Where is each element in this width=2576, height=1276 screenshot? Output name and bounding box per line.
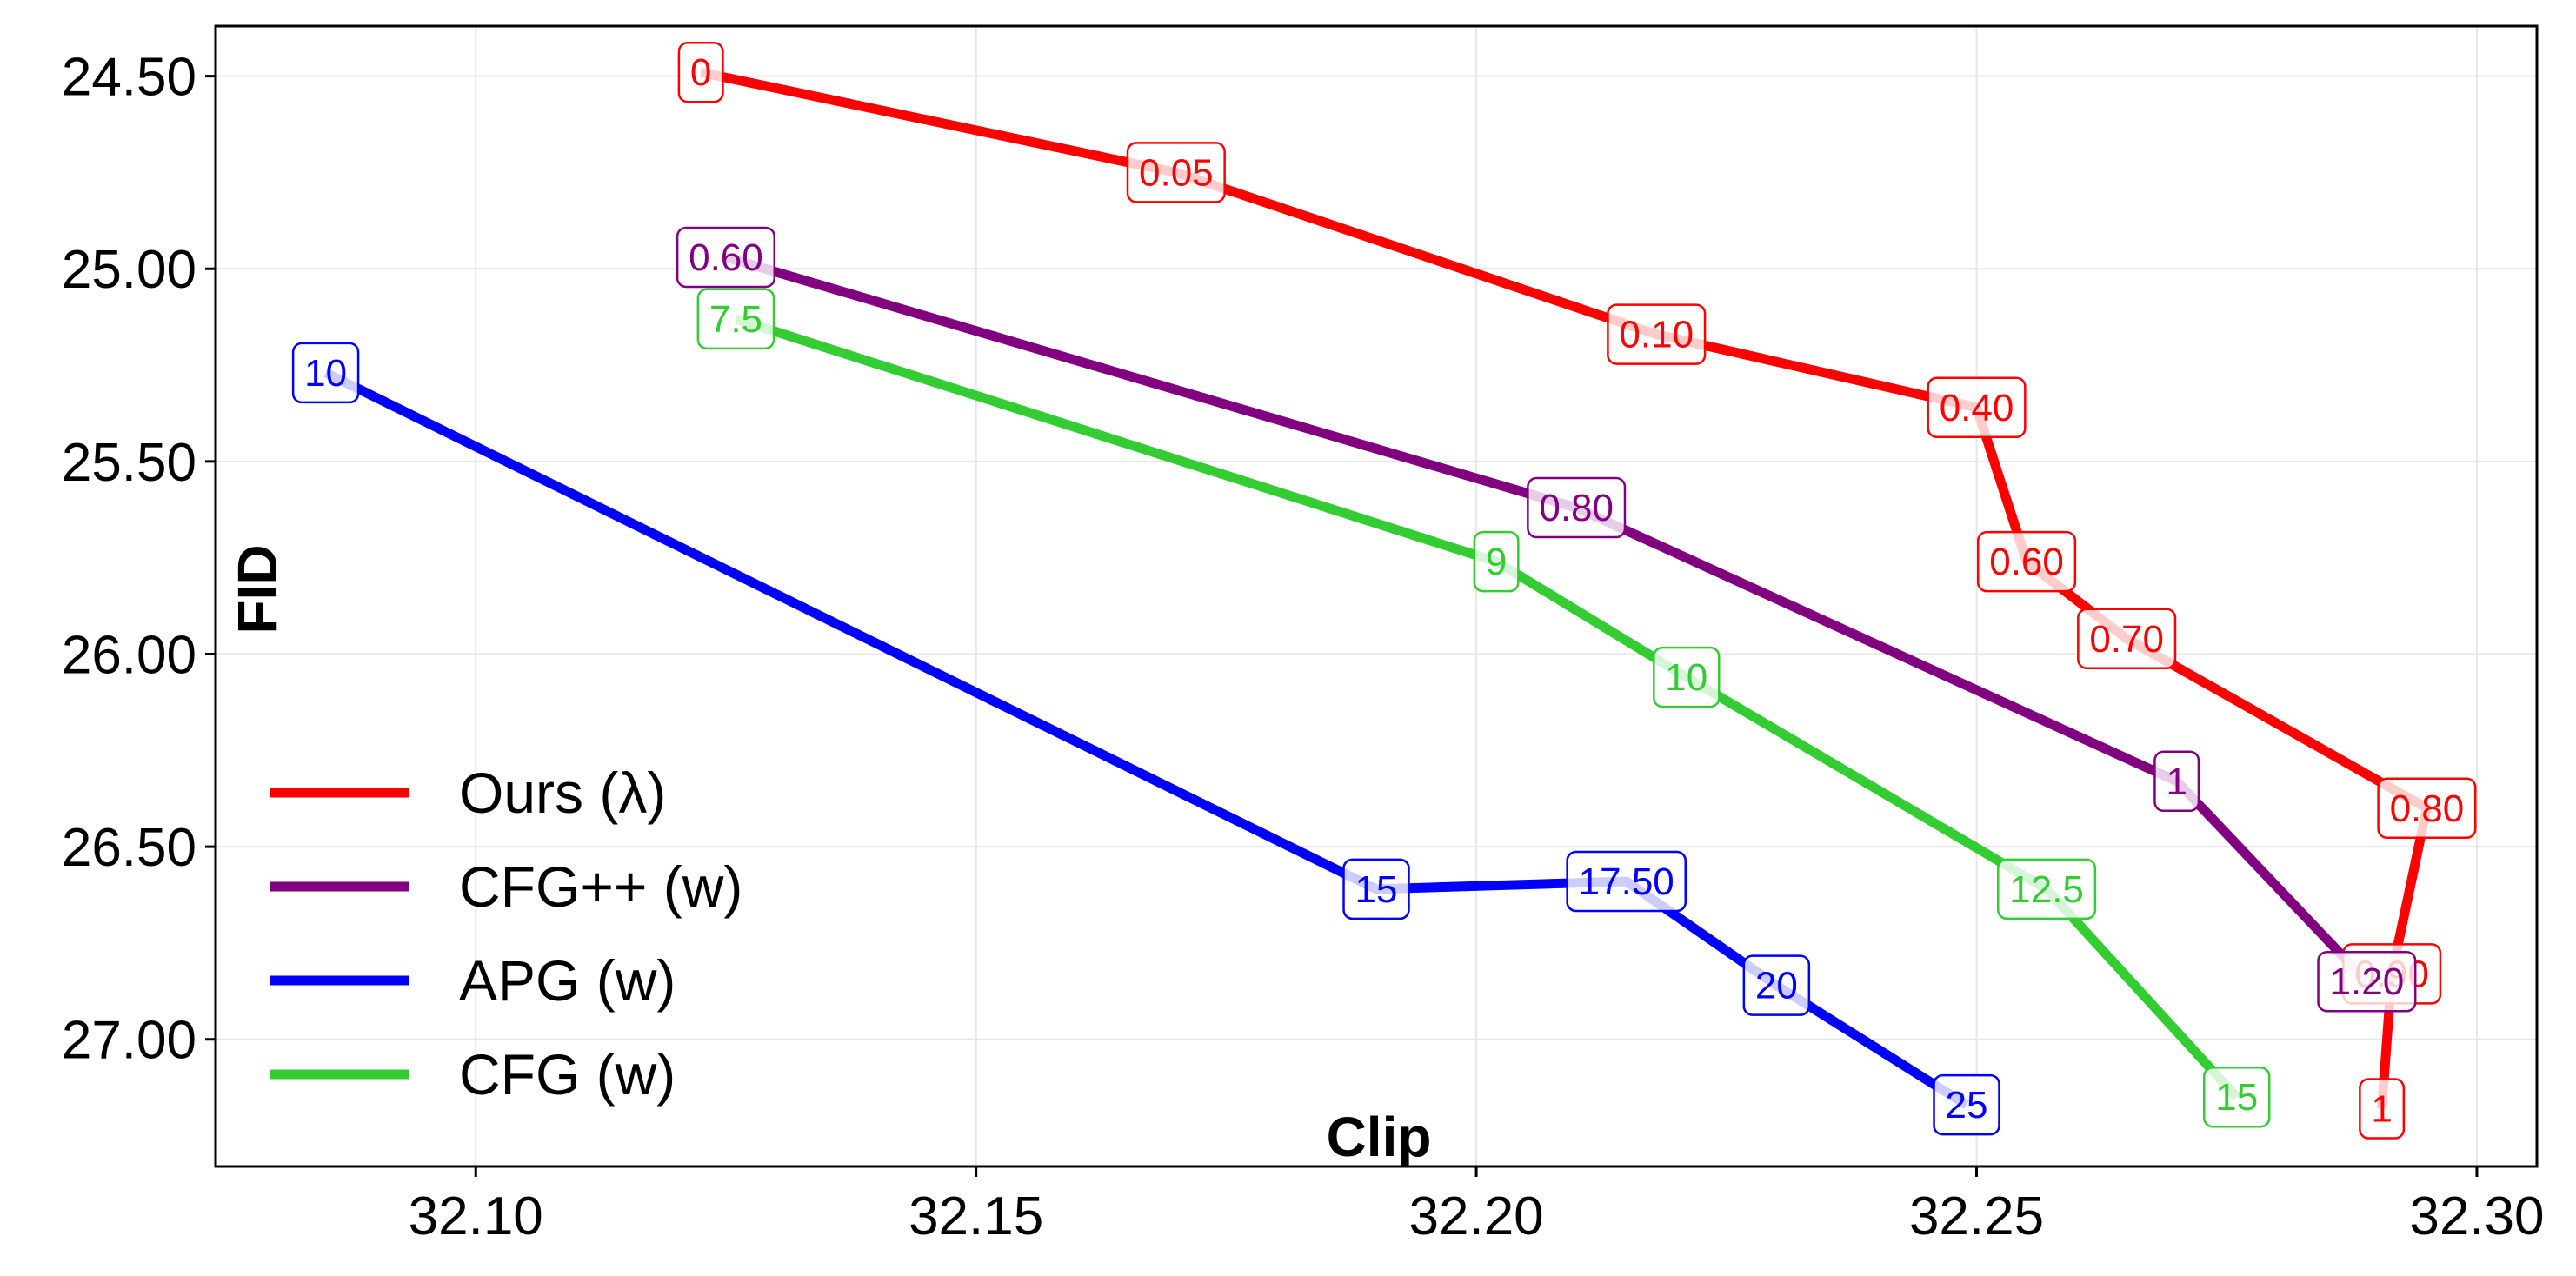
point-label: 0 <box>677 41 724 103</box>
point-label-box <box>291 342 360 404</box>
legend: Ours (λ) CFG++ (w) APG (w) CFG (w) <box>270 761 742 1107</box>
legend-item: CFG++ (w) <box>270 854 742 919</box>
point-label-box <box>1997 858 2097 920</box>
x-tick-label: 32.20 <box>1409 1186 1544 1246</box>
point-label: 9 <box>1473 530 1520 593</box>
point-label: 17.50 <box>1566 850 1687 913</box>
y-tick-label: 24.50 <box>62 48 196 108</box>
y-tick-label: 25.00 <box>62 240 196 300</box>
y-tick-label: 27.00 <box>62 1011 196 1071</box>
point-label: 0.40 <box>1927 376 2027 439</box>
point-label: 1 <box>2359 1078 2406 1140</box>
point-label-box <box>2377 777 2477 840</box>
point-label-text: 15 <box>2215 1076 2258 1119</box>
y-tick-label: 26.50 <box>62 818 196 878</box>
point-label-box <box>1527 476 1627 539</box>
legend-label: CFG (w) <box>459 1042 676 1107</box>
point-label-text: 0.60 <box>1989 541 2064 583</box>
axis-ticks: 32.10 32.15 32.20 32.25 32.30 24.50 25.00 25.50… <box>62 48 2545 1246</box>
point-label: 20 <box>1742 954 1811 1016</box>
point-label-box <box>1607 303 1707 365</box>
point-label-text: 10 <box>304 352 347 395</box>
point-label-box <box>2153 750 2200 813</box>
point-label: 10 <box>1653 646 1721 708</box>
y-axis-title: FID <box>226 544 289 634</box>
legend-item: APG (w) <box>270 948 676 1013</box>
point-label: 0.80 <box>1527 476 1627 539</box>
point-label-text: 0.05 <box>1139 151 1214 194</box>
point-label-text: 7.5 <box>709 298 762 341</box>
point-label-text: 1 <box>2166 761 2187 803</box>
point-label-box <box>1566 850 1687 913</box>
point-label-box <box>2077 608 2177 670</box>
point-label-text: 0.70 <box>2089 618 2164 661</box>
point-label-box <box>1342 858 1410 920</box>
x-axis-title: Clip <box>1327 1106 1432 1168</box>
point-label: 1.20 <box>2317 950 2417 1013</box>
x-tick-label: 32.30 <box>2409 1186 2544 1246</box>
point-label-box <box>1742 954 1811 1016</box>
point-label-box <box>2359 1078 2406 1140</box>
x-tick-label: 32.15 <box>909 1186 1043 1246</box>
point-label-text: 15 <box>1355 868 1398 911</box>
point-label-box <box>1126 142 1226 203</box>
point-label-box <box>677 41 724 103</box>
point-label-box <box>676 226 776 289</box>
point-label-box <box>696 288 775 350</box>
y-tick-label: 26.00 <box>62 625 196 685</box>
point-label-text: 0.40 <box>1940 387 2014 429</box>
legend-label: Ours (λ) <box>459 761 666 825</box>
point-label: 0.60 <box>1976 530 2077 593</box>
series-line <box>724 252 2371 985</box>
point-label: 0.80 <box>2377 777 2477 840</box>
point-label-text: 17.50 <box>1579 861 1674 903</box>
point-label: 0.10 <box>1607 303 1707 365</box>
point-label: 0.05 <box>1126 142 1226 203</box>
point-label-text: 0.60 <box>689 236 763 279</box>
legend-label: CFG++ (w) <box>459 854 742 919</box>
point-label-text: 0.80 <box>1539 487 1614 529</box>
point-label-box <box>2203 1066 2271 1128</box>
point-label-text: 1.20 <box>2330 960 2405 1003</box>
point-label: 0.70 <box>2077 608 2177 670</box>
point-label: 1 <box>2153 750 2200 813</box>
point-label-text: 0.80 <box>2390 788 2465 830</box>
legend-label: APG (w) <box>459 948 676 1013</box>
point-label-text: 12.5 <box>2009 868 2084 911</box>
point-label-box <box>1933 1073 2000 1136</box>
point-label-box <box>1653 646 1721 708</box>
point-label-text: 0 <box>690 51 711 94</box>
point-label-box <box>1927 376 2027 439</box>
point-label-box <box>2317 950 2417 1013</box>
point-label: 0.60 <box>676 226 776 289</box>
point-label-text: 1 <box>2371 1088 2392 1131</box>
legend-item: Ours (λ) <box>270 761 666 825</box>
point-label: 15 <box>2203 1066 2271 1128</box>
point-label-text: 20 <box>1755 965 1798 1007</box>
point-labels: 00.050.100.400.600.700.800.9010.600.8011… <box>291 41 2477 1140</box>
point-label-text: 0.10 <box>1619 314 1694 356</box>
point-label-text: 10 <box>1665 656 1707 699</box>
point-label-box <box>1976 530 2077 593</box>
point-label-box <box>1473 530 1520 593</box>
point-label: 15 <box>1342 858 1410 920</box>
point-label-text: 25 <box>1946 1084 1988 1126</box>
x-tick-label: 32.10 <box>409 1186 543 1246</box>
plot-frame <box>214 24 2539 1168</box>
x-tick-label: 32.25 <box>1909 1186 2044 1246</box>
point-label: 25 <box>1933 1073 2000 1136</box>
legend-item: CFG (w) <box>270 1042 676 1107</box>
point-label: 7.5 <box>696 288 775 350</box>
point-label-text: 9 <box>1486 541 1507 583</box>
y-tick-label: 25.50 <box>62 433 196 493</box>
point-label: 10 <box>291 342 360 404</box>
point-label: 12.5 <box>1997 858 2097 920</box>
